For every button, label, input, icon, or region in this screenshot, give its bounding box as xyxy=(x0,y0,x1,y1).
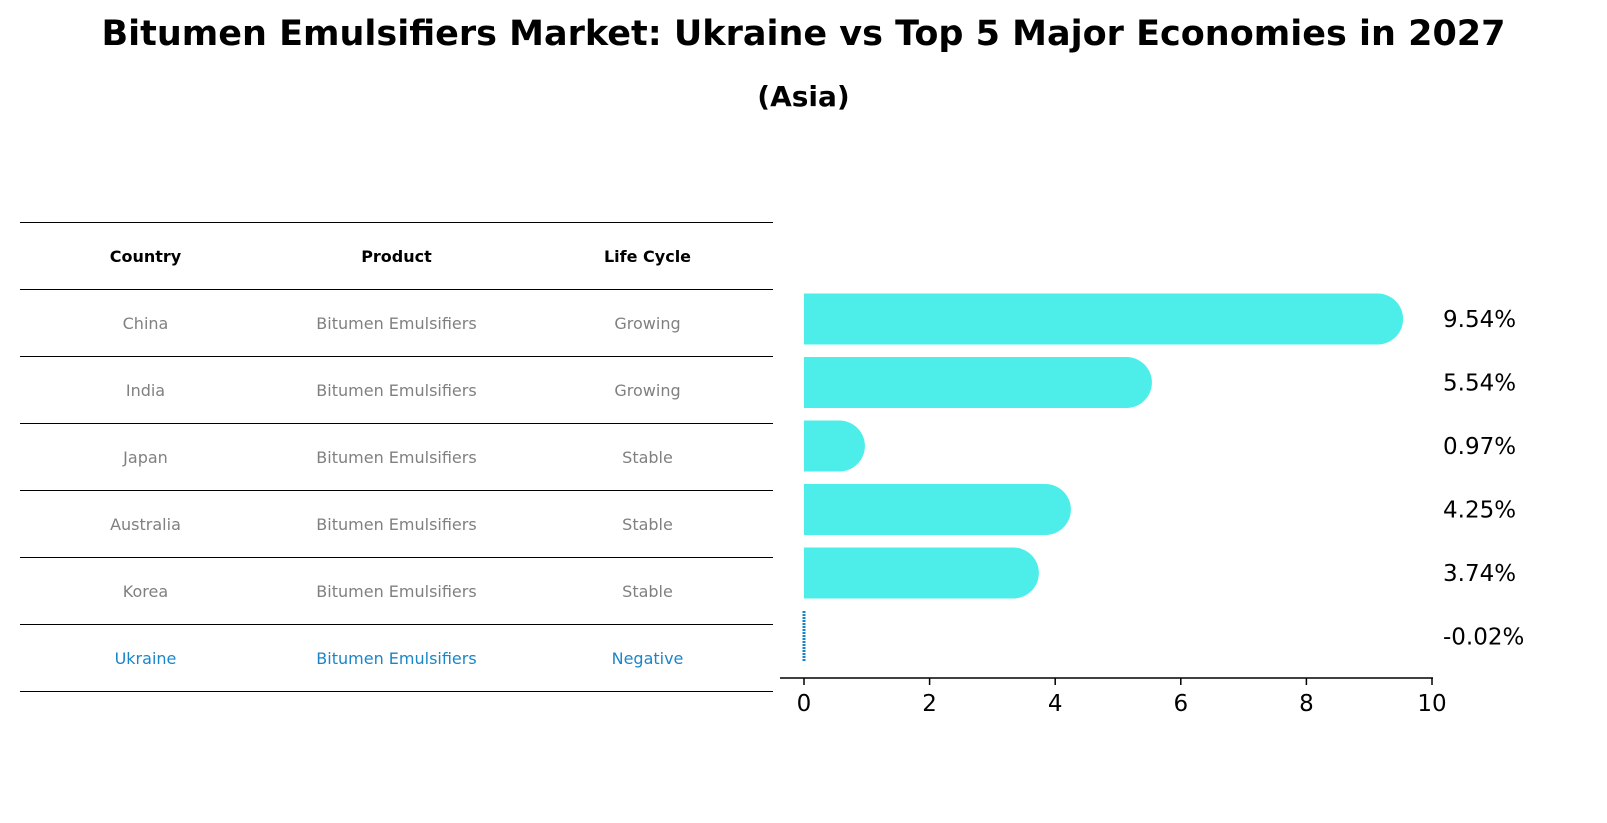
cell-life-cycle: Growing xyxy=(522,289,773,357)
cell-life-cycle: Stable xyxy=(522,557,773,625)
x-tick-label-4: 4 xyxy=(1048,691,1063,717)
cell-country: China xyxy=(20,289,271,357)
bar-india xyxy=(804,357,1152,408)
table-row: Australia Bitumen Emulsifiers Stable xyxy=(20,490,773,558)
table-row: India Bitumen Emulsifiers Growing xyxy=(20,356,773,424)
chart-subtitle: (Asia) xyxy=(757,80,850,113)
x-tick-label-0: 0 xyxy=(797,691,812,717)
bar-chart: 9.54% 5.54% 0.97% 4.25% 3.74% -0.02% 0 2 4 6 8 10 xyxy=(780,293,1524,717)
cell-life-cycle: Stable xyxy=(522,490,773,558)
bar-australia xyxy=(804,484,1071,535)
x-tick-label-8: 8 xyxy=(1299,691,1314,717)
cell-product: Bitumen Emulsifiers xyxy=(270,557,523,625)
data-label-china: 9.54% xyxy=(1443,307,1516,333)
cell-product: Bitumen Emulsifiers xyxy=(270,423,523,491)
x-tick-label-6: 6 xyxy=(1173,691,1188,717)
cell-country: Ukraine xyxy=(20,624,271,692)
data-label-india: 5.54% xyxy=(1443,371,1516,397)
cell-product: Bitumen Emulsifiers xyxy=(270,624,523,692)
header-life-cycle: Life Cycle xyxy=(522,222,773,290)
table-header-row: Country Product Life Cycle xyxy=(20,222,773,290)
table-row-highlight: Ukraine Bitumen Emulsifiers Negative xyxy=(20,624,773,692)
chart-title: Bitumen Emulsifiers Market: Ukraine vs T… xyxy=(101,14,1506,54)
cell-life-cycle: Negative xyxy=(522,624,773,692)
header-country: Country xyxy=(20,222,271,290)
x-tick-label-10: 10 xyxy=(1417,691,1446,717)
bar-korea xyxy=(804,547,1039,599)
cell-life-cycle: Growing xyxy=(522,356,773,424)
cell-country: Korea xyxy=(20,557,271,625)
cell-product: Bitumen Emulsifiers xyxy=(270,289,523,357)
data-label-australia: 4.25% xyxy=(1443,498,1516,524)
data-label-japan: 0.97% xyxy=(1443,434,1516,460)
country-table: Country Product Life Cycle China Bitumen… xyxy=(20,222,773,692)
cell-country: Australia xyxy=(20,490,271,558)
bar-japan xyxy=(804,420,865,472)
cell-country: Japan xyxy=(20,423,271,491)
table-row: Japan Bitumen Emulsifiers Stable xyxy=(20,423,773,491)
table-row: China Bitumen Emulsifiers Growing xyxy=(20,289,773,357)
data-label-ukraine: -0.02% xyxy=(1443,625,1524,651)
data-label-korea: 3.74% xyxy=(1443,561,1516,587)
cell-country: India xyxy=(20,356,271,424)
cell-life-cycle: Stable xyxy=(522,423,773,491)
cell-product: Bitumen Emulsifiers xyxy=(270,356,523,424)
bar-china xyxy=(804,293,1404,345)
table-row: Korea Bitumen Emulsifiers Stable xyxy=(20,557,773,625)
header-product: Product xyxy=(270,222,523,290)
x-tick-label-2: 2 xyxy=(922,691,937,717)
cell-product: Bitumen Emulsifiers xyxy=(270,490,523,558)
